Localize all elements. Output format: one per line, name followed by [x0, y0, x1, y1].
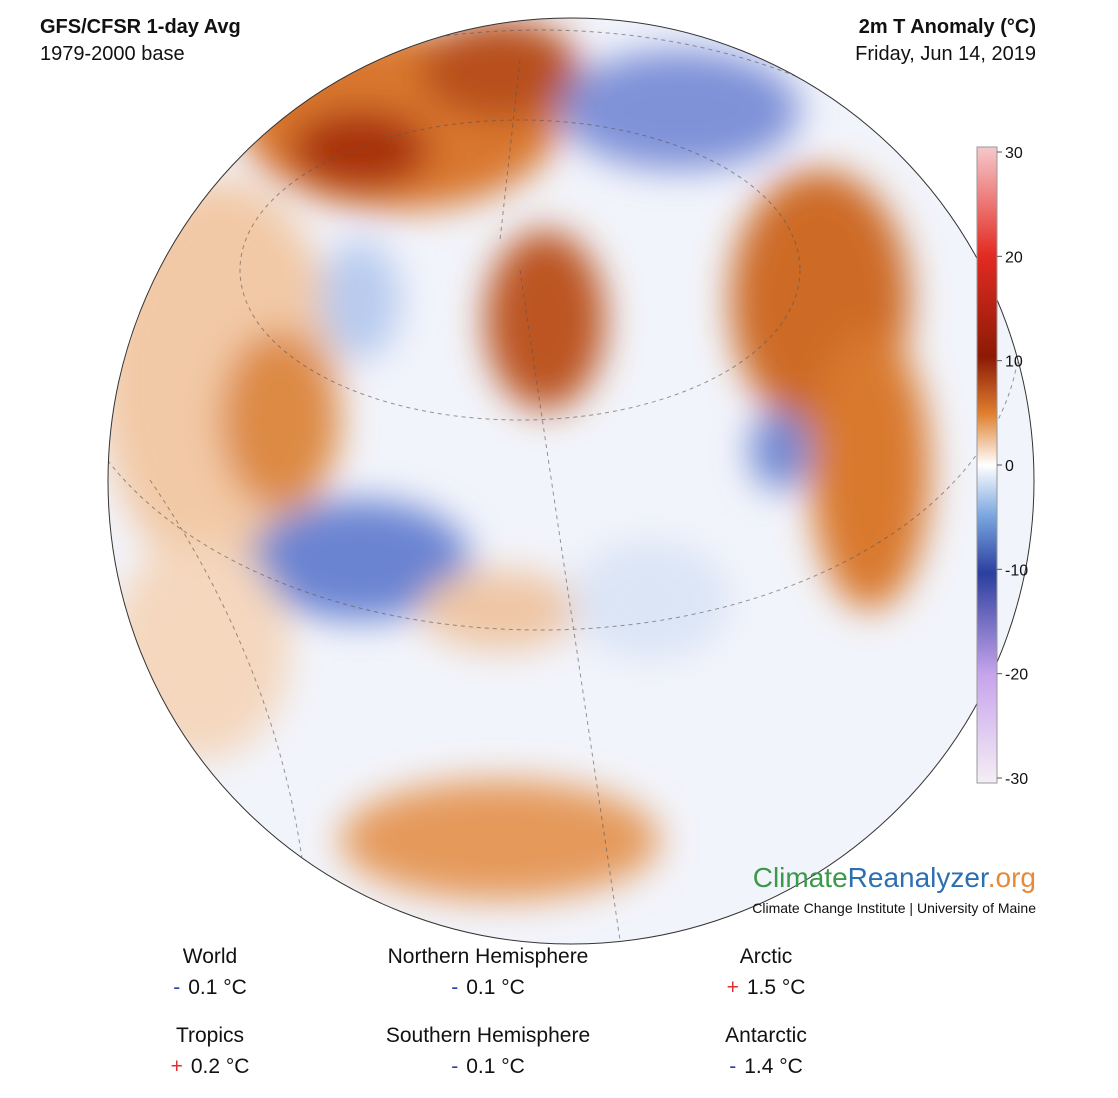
stat-number: 0.2 °C [191, 1055, 250, 1078]
stat-name: Northern Hemisphere [388, 945, 589, 968]
variable: 2m T Anomaly (°C) [859, 16, 1036, 38]
logo: ClimateReanalyzer.org [753, 862, 1036, 893]
stat-name: Southern Hemisphere [386, 1024, 590, 1047]
stat-value: -0.1 °C [451, 976, 525, 999]
colorbar-tick-label: -10 [1005, 562, 1028, 579]
stat-value: +0.2 °C [171, 1055, 250, 1078]
stat-sign: + [727, 976, 739, 999]
stat-value: -1.4 °C [729, 1055, 803, 1078]
globe [108, 18, 1034, 944]
title: GFS/CFSR 1-day Avg [40, 16, 241, 38]
stat-number: 0.1 °C [188, 976, 247, 999]
stat-number: 0.1 °C [466, 976, 525, 999]
stat-sign: - [729, 1055, 736, 1078]
colorbar-tick-label: 0 [1005, 458, 1014, 475]
stat-name: Antarctic [725, 1024, 807, 1047]
colorbar-tick-label: -20 [1005, 667, 1028, 684]
stat-sign: - [173, 976, 180, 999]
logo-tagline: Climate Change Institute | University of… [752, 900, 1036, 916]
stat-sign: - [451, 976, 458, 999]
stat-name: Arctic [740, 945, 793, 968]
stat-value: +1.5 °C [727, 976, 806, 999]
colorbar-ticks: 30 20 10 0 -10 -20 -30 [997, 145, 1028, 788]
globe-outline [107, 17, 1035, 945]
stat-name: World [183, 945, 237, 968]
subtitle: 1979-2000 base [40, 43, 185, 65]
stat-value: -0.1 °C [451, 1055, 525, 1078]
colorbar-tick-label: 10 [1005, 354, 1023, 371]
stat-number: 1.5 °C [747, 976, 806, 999]
stat-sign: + [171, 1055, 183, 1078]
stat-value: -0.1 °C [173, 976, 247, 999]
date: Friday, Jun 14, 2019 [855, 43, 1036, 65]
colorbar-tick-label: 30 [1005, 145, 1023, 162]
stat-number: 0.1 °C [466, 1055, 525, 1078]
logo-part: .org [988, 862, 1036, 893]
stat-name: Tropics [176, 1024, 244, 1047]
logo-part: Reanalyzer [848, 862, 989, 893]
stat-number: 1.4 °C [744, 1055, 803, 1078]
logo-part: Climate [753, 862, 848, 893]
colorbar [976, 146, 998, 784]
colorbar-tick-label: -30 [1005, 771, 1028, 788]
colorbar-tick-label: 20 [1005, 249, 1023, 266]
stat-sign: - [451, 1055, 458, 1078]
